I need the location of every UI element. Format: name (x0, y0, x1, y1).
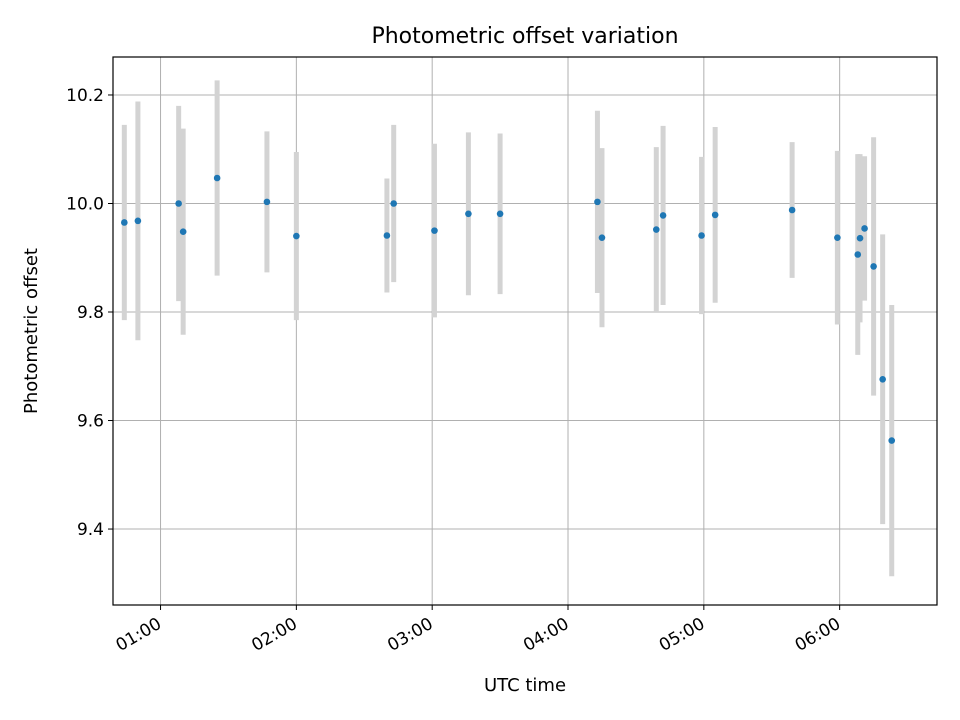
data-point (854, 251, 862, 258)
data-point (834, 234, 841, 241)
x-axis-ticks: 01:00 02:00 03:00 04:00 05:00 06:00 (113, 605, 844, 656)
x-tick-label: 01:00 (113, 614, 165, 656)
data-point (870, 263, 877, 270)
data-point (293, 232, 300, 240)
y-tick-label: 10.2 (66, 86, 104, 106)
y-tick-label: 10.0 (66, 194, 104, 214)
x-tick-label: 03:00 (384, 614, 436, 656)
chart-title: Photometric offset variation (371, 24, 678, 49)
data-point (879, 375, 886, 383)
data-point (121, 219, 128, 226)
data-point (652, 226, 660, 233)
data-point (888, 437, 896, 444)
data-point (134, 217, 142, 225)
data-point (788, 206, 796, 214)
data-point (390, 200, 398, 207)
data-point (263, 198, 271, 206)
data-point (594, 198, 601, 206)
x-tick-label: 06:00 (792, 614, 844, 656)
data-point (598, 234, 606, 241)
x-tick-label: 04:00 (520, 614, 572, 656)
y-axis-label: Photometric offset (21, 248, 42, 414)
plot-frame (112, 56, 938, 606)
data-point (431, 227, 438, 234)
data-point (711, 211, 719, 219)
y-tick-label: 9.8 (77, 303, 104, 323)
x-tick-label: 05:00 (656, 614, 708, 656)
data-point (698, 232, 705, 239)
y-tick-label: 9.6 (77, 412, 104, 432)
data-point (861, 225, 868, 232)
data-point (383, 232, 391, 239)
y-tick-label: 9.4 (77, 520, 104, 540)
x-tick-label: 02:00 (248, 614, 300, 656)
x-axis-label: UTC time (484, 675, 566, 696)
y-axis-ticks: 9.4 9.6 9.8 10.0 10.2 (66, 86, 113, 540)
data-point (175, 200, 182, 207)
error-bars (121, 80, 895, 577)
data-point (659, 212, 667, 219)
data-point (856, 234, 864, 242)
grid (113, 57, 937, 605)
data-point (179, 228, 187, 236)
data-point (465, 210, 472, 218)
data-point (496, 210, 504, 218)
data-points (121, 174, 896, 444)
data-point (213, 174, 221, 182)
